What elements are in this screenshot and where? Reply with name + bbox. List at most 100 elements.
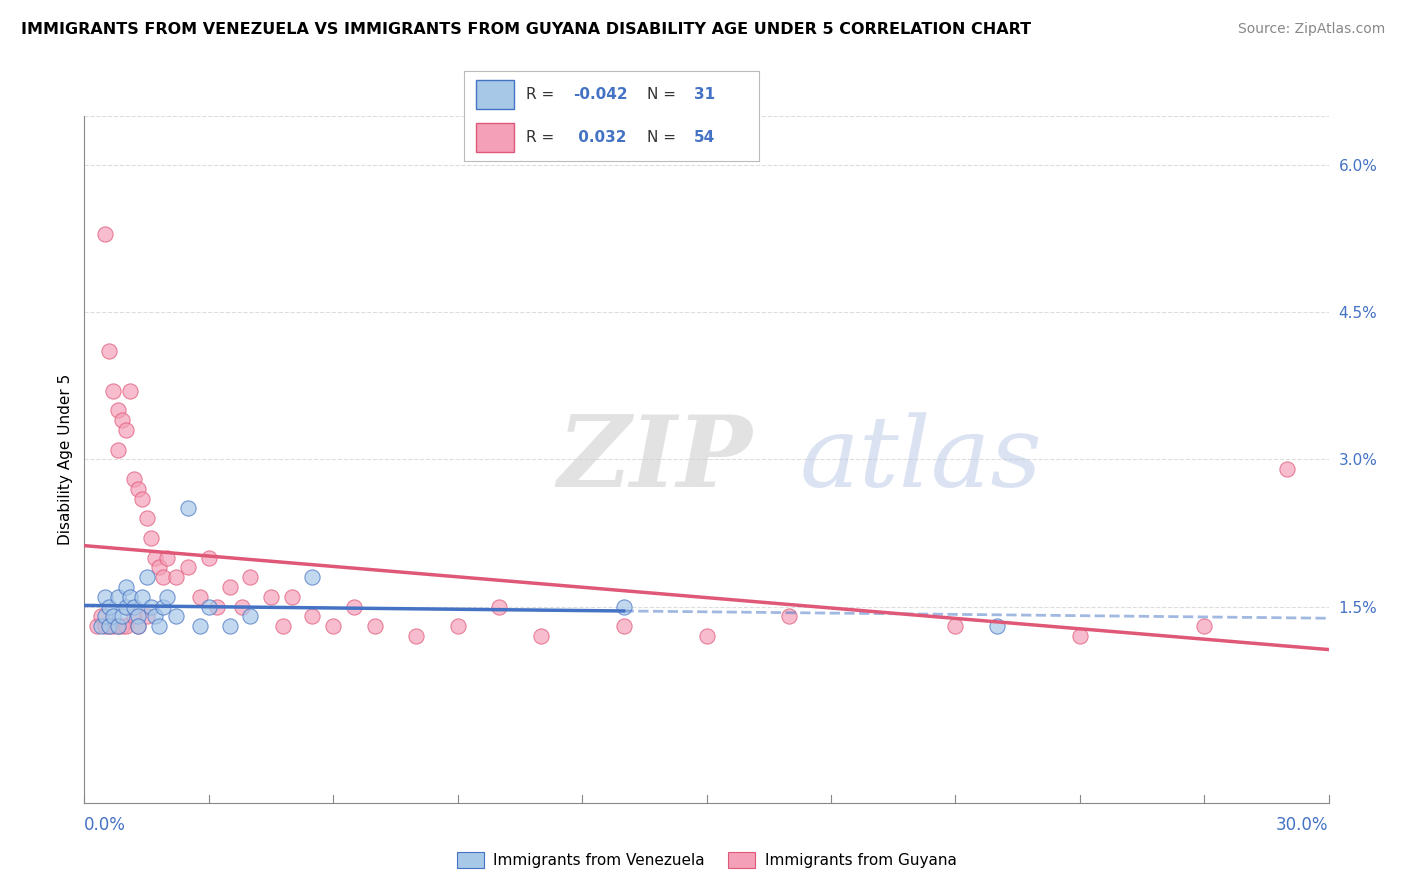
Point xyxy=(103,619,125,633)
Y-axis label: Disability Age Under 5: Disability Age Under 5 xyxy=(58,374,73,545)
Point xyxy=(1194,619,1216,633)
Point xyxy=(118,384,141,398)
Point xyxy=(122,599,145,614)
Point xyxy=(94,619,117,633)
Point xyxy=(165,570,187,584)
Point xyxy=(322,619,344,633)
Point xyxy=(135,570,157,584)
Text: R =: R = xyxy=(526,130,554,145)
Bar xyxy=(475,80,515,109)
Point xyxy=(94,227,117,241)
Point xyxy=(218,619,240,633)
Point xyxy=(231,599,253,614)
Point xyxy=(115,423,138,437)
Point xyxy=(177,501,200,516)
Point xyxy=(135,511,157,525)
Point xyxy=(218,580,240,594)
Point xyxy=(94,609,117,624)
Point xyxy=(118,590,141,604)
Point xyxy=(115,599,138,614)
Point xyxy=(135,609,157,624)
Point xyxy=(107,619,129,633)
Point xyxy=(107,619,129,633)
Text: 0.032: 0.032 xyxy=(574,130,627,145)
Point xyxy=(148,619,170,633)
Point xyxy=(447,619,470,633)
Point xyxy=(107,590,129,604)
Text: IMMIGRANTS FROM VENEZUELA VS IMMIGRANTS FROM GUYANA DISABILITY AGE UNDER 5 CORRE: IMMIGRANTS FROM VENEZUELA VS IMMIGRANTS … xyxy=(21,22,1031,37)
Point xyxy=(1277,462,1299,476)
Point xyxy=(103,609,125,624)
Point xyxy=(696,629,718,643)
Text: 31: 31 xyxy=(695,87,716,102)
Text: R =: R = xyxy=(526,87,554,102)
Point xyxy=(205,599,228,614)
Point xyxy=(122,472,145,486)
Point xyxy=(127,482,149,496)
Point xyxy=(156,550,179,565)
Point xyxy=(131,491,153,506)
Point xyxy=(152,570,174,584)
Text: 0.0%: 0.0% xyxy=(84,816,127,834)
Text: Source: ZipAtlas.com: Source: ZipAtlas.com xyxy=(1237,22,1385,37)
Text: ZIP: ZIP xyxy=(557,411,752,508)
Point xyxy=(98,599,121,614)
Point xyxy=(986,619,1008,633)
Text: 30.0%: 30.0% xyxy=(1277,816,1329,834)
Point xyxy=(86,619,108,633)
Point xyxy=(107,442,129,457)
Point xyxy=(177,560,200,574)
Point xyxy=(613,599,636,614)
Point xyxy=(94,590,117,604)
Text: -0.042: -0.042 xyxy=(574,87,628,102)
Point xyxy=(281,590,304,604)
Point xyxy=(98,619,121,633)
Legend: Immigrants from Venezuela, Immigrants from Guyana: Immigrants from Venezuela, Immigrants fr… xyxy=(450,846,963,874)
Point xyxy=(156,590,179,604)
Point xyxy=(122,609,145,624)
Text: N =: N = xyxy=(647,87,676,102)
Point xyxy=(530,629,553,643)
Point xyxy=(127,619,149,633)
Point xyxy=(98,619,121,633)
Point xyxy=(143,550,166,565)
Point xyxy=(127,609,149,624)
Point xyxy=(98,344,121,359)
Text: 54: 54 xyxy=(695,130,716,145)
Point xyxy=(301,609,323,624)
Point xyxy=(152,599,174,614)
Point xyxy=(239,570,262,584)
Point xyxy=(273,619,295,633)
Point xyxy=(103,384,125,398)
Bar xyxy=(475,123,515,152)
Point xyxy=(190,590,212,604)
Point xyxy=(143,609,166,624)
Point xyxy=(239,609,262,624)
Point xyxy=(613,619,636,633)
Text: atlas: atlas xyxy=(800,412,1043,507)
Point xyxy=(90,609,112,624)
Point xyxy=(198,599,221,614)
Point xyxy=(107,403,129,417)
Point xyxy=(139,531,162,545)
Point xyxy=(945,619,967,633)
Point xyxy=(115,619,138,633)
Text: N =: N = xyxy=(647,130,676,145)
Point xyxy=(148,560,170,574)
Point xyxy=(301,570,323,584)
Point xyxy=(90,619,112,633)
Point xyxy=(127,619,149,633)
Point xyxy=(111,619,134,633)
Point xyxy=(779,609,801,624)
Point xyxy=(198,550,221,565)
Point xyxy=(190,619,212,633)
Point xyxy=(343,599,366,614)
Point xyxy=(364,619,387,633)
Point xyxy=(488,599,510,614)
Point xyxy=(1069,629,1091,643)
Point xyxy=(131,590,153,604)
Point xyxy=(115,580,138,594)
Point xyxy=(139,599,162,614)
Point xyxy=(405,629,427,643)
Point xyxy=(111,413,134,427)
